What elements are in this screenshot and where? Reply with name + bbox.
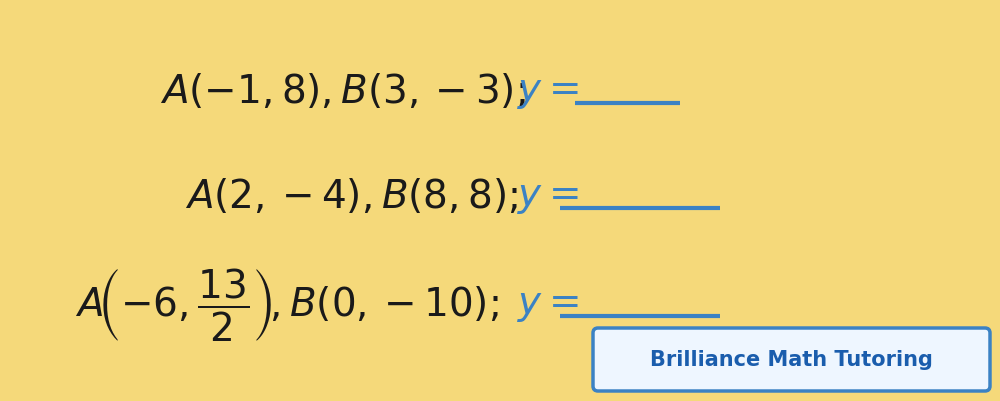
Text: Brilliance Math Tutoring: Brilliance Math Tutoring [650,350,933,370]
Text: $\mathit{A}(2,-4),\mathit{B}(8,8);\;$: $\mathit{A}(2,-4),\mathit{B}(8,8);\;$ [185,177,518,216]
Text: $\mathit{y}=$: $\mathit{y}=$ [517,285,579,323]
Text: $\mathit{y}=$: $\mathit{y}=$ [517,178,579,215]
FancyBboxPatch shape [593,328,990,391]
Text: $\mathit{A}\!\left(-6,\dfrac{13}{2}\right)\!,\mathit{B}(0,-10);\;$: $\mathit{A}\!\left(-6,\dfrac{13}{2}\righ… [75,266,499,343]
Text: $\mathit{A}(-1,8),\mathit{B}(3,-3);\;$: $\mathit{A}(-1,8),\mathit{B}(3,-3);\;$ [160,72,526,111]
Text: $\mathit{y}=$: $\mathit{y}=$ [517,73,579,111]
